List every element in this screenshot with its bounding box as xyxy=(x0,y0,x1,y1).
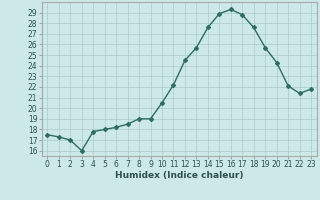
X-axis label: Humidex (Indice chaleur): Humidex (Indice chaleur) xyxy=(115,171,244,180)
